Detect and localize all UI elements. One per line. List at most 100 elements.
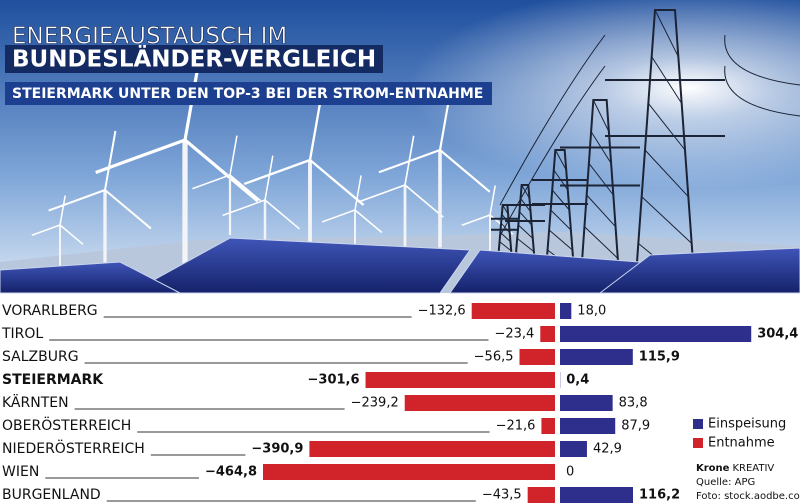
category-label: TIROL [1, 326, 43, 342]
pylon-brace [592, 99, 610, 132]
brand: Krone [696, 463, 730, 474]
pylon-brace [521, 184, 530, 199]
title-box [5, 45, 383, 73]
pylon-brace [586, 194, 616, 228]
bar [560, 326, 752, 342]
bar [263, 464, 555, 480]
legend-swatch [693, 438, 703, 448]
pylon [497, 204, 513, 261]
brand-suffix: KREATIV [732, 463, 774, 474]
turbine-blade [59, 224, 84, 245]
chart-title: BUNDESLÄNDER-VERGLEICH [12, 45, 376, 73]
value-label: 0 [566, 465, 574, 480]
value-label: −301,6 [308, 373, 360, 388]
value-label: −56,5 [474, 350, 514, 365]
pylon-brace [590, 131, 612, 164]
value-label: −132,6 [418, 304, 466, 319]
bar [560, 349, 633, 365]
value-label: −390,9 [251, 442, 303, 457]
value-label: 116,2 [639, 488, 680, 503]
pylon-brace [499, 232, 511, 243]
pylon-brace [520, 198, 531, 212]
category-label: STEIERMARK [2, 372, 104, 388]
turbine-blade [461, 214, 491, 226]
pylon-brace [502, 204, 509, 215]
value-label: −239,2 [351, 396, 399, 411]
value-label: 87,9 [621, 419, 650, 434]
bar [527, 487, 555, 503]
credit-brand: Krone KREATIV [696, 463, 774, 474]
turbine-blade [192, 174, 231, 190]
category-label: KÄRNTEN [2, 393, 69, 411]
turbine-blade [309, 159, 365, 206]
solar-panel [129, 237, 471, 294]
pylon-brace [647, 103, 686, 151]
solar-panel [598, 247, 800, 294]
category-label: NIEDERÖSTERREICH [2, 439, 145, 457]
bar [560, 487, 633, 503]
pylon-brace [519, 211, 533, 226]
credit-source: Quelle: APG [696, 477, 755, 488]
solar-panel [0, 261, 181, 294]
value-label: 0,4 [566, 373, 589, 388]
turbine-blade [104, 189, 152, 230]
bar [541, 418, 555, 434]
pylon-brace [651, 56, 683, 104]
pylon-brace [584, 226, 619, 259]
pylon-brace [641, 196, 693, 244]
turbine-blade [104, 130, 117, 191]
pylon-brace [554, 149, 567, 171]
power-line [499, 34, 800, 206]
bar [519, 349, 555, 365]
turbine-blade [321, 209, 356, 223]
pylon-brace [551, 189, 570, 211]
pylon-brace [516, 237, 535, 253]
value-label: 304,4 [757, 327, 798, 342]
bar [309, 441, 555, 457]
turbine-blade [378, 148, 441, 174]
turbine-blade [48, 189, 106, 212]
legend-label: Entnahme [708, 436, 775, 451]
category-label: OBERÖSTERREICH [2, 416, 131, 434]
turbine-blade [183, 138, 259, 203]
bar [365, 372, 555, 388]
turbine-blade [229, 174, 262, 202]
credit-photo: Foto: stock.aodbe.com [696, 491, 800, 502]
category-label: WIEN [2, 464, 39, 480]
turbine-blade [243, 158, 311, 186]
category-label: SALZBURG [2, 349, 79, 365]
turbine-blade [229, 135, 238, 176]
value-label: −464,8 [205, 465, 257, 480]
bar [404, 395, 555, 411]
category-label: VORARLBERG [2, 303, 98, 319]
pylon-brace [499, 241, 512, 252]
pylon-brace [588, 163, 614, 196]
value-label: 115,9 [639, 350, 680, 365]
pylon-brace [548, 229, 573, 251]
bar [560, 303, 572, 319]
legend: Einspeisung Entnahme [693, 417, 786, 451]
rows: VORARLBERG −132,6 18,0 TIROL −23,4 304,4 SALZB… [1, 303, 798, 503]
turbine-blade [439, 149, 491, 193]
subtitle-box [5, 82, 492, 105]
bar [471, 303, 555, 319]
power-line [499, 65, 800, 237]
bar [560, 441, 587, 457]
value-label: 83,8 [619, 396, 648, 411]
value-label: −43,5 [482, 488, 522, 503]
legend-swatch [693, 419, 703, 429]
turbine-blade [489, 185, 496, 216]
bar [560, 395, 613, 411]
pylon-brace [550, 209, 572, 231]
pylon-brace [654, 9, 679, 57]
pylon-brace [500, 222, 511, 233]
turbine-blade [354, 209, 383, 234]
pylon [579, 99, 621, 291]
turbine-blade [95, 138, 186, 174]
category-label: BURGENLAND [2, 487, 101, 503]
pylon-brace [517, 224, 534, 239]
value-label: −23,4 [494, 327, 534, 342]
turbine-blade [31, 224, 61, 236]
